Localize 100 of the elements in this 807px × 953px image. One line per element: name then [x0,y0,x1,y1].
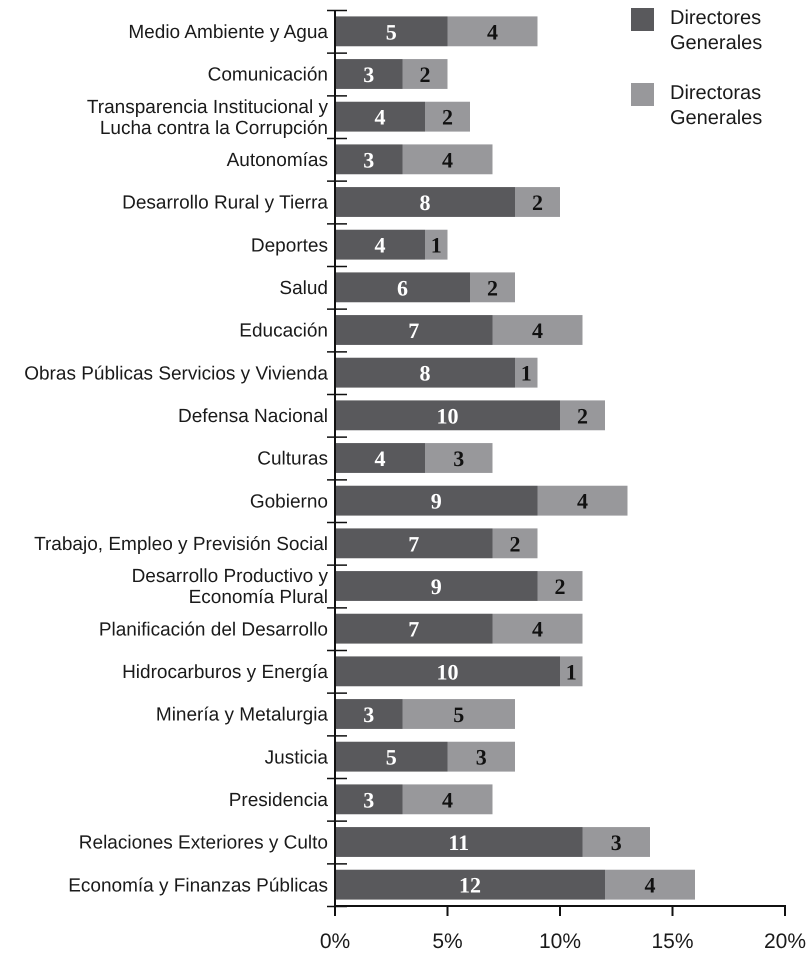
data-label: 10 [436,659,458,684]
data-label: 11 [448,830,470,855]
bar [402,699,515,729]
bar [335,230,425,260]
y-tick-label: Transparencia Institucional y Lucha contra la Corrupción [86,96,328,139]
data-label: 7 [408,531,420,556]
bar [560,400,605,430]
bar [335,443,425,473]
data-label: 4 [374,446,386,471]
data-label: 2 [554,574,566,599]
data-label: 4 [532,318,543,343]
y-tick-label: Educación [239,320,328,342]
bar [425,230,448,260]
data-label: 3 [476,744,487,770]
data-label: 3 [363,702,374,727]
bar [335,699,402,729]
bar [335,486,538,516]
bar [492,315,582,345]
data-label: 2 [420,62,430,87]
bar [515,187,560,217]
data-label: 10 [436,403,458,428]
data-label: 1 [520,360,532,386]
bar [538,486,628,516]
data-label: 2 [442,104,453,130]
data-label: 4 [487,19,498,44]
bar [335,870,605,900]
bar [335,272,470,302]
bar [402,144,492,174]
bar [335,827,582,857]
bar [335,59,402,89]
data-label: 5 [453,702,464,727]
y-tick-label: Obras Públicas Servicios y Vivienda [24,363,328,384]
data-label: 2 [510,531,520,556]
data-label: 4 [374,232,386,258]
bar [335,614,492,644]
data-label: 1 [566,659,577,684]
bar [335,784,402,814]
data-label: 9 [430,574,442,599]
data-label: 2 [487,275,498,300]
bar [492,614,582,644]
data-label: 6 [397,275,408,300]
x-tick-label: 5% [432,930,463,953]
y-tick-label: Autonomías [226,150,328,171]
x-tick-label: 10% [538,930,582,953]
bar [605,870,695,900]
bar [335,144,402,174]
y-tick-label: Defensa Nacional [178,406,328,427]
data-label: 12 [459,872,481,898]
bar [515,358,538,388]
data-label: 7 [408,616,420,642]
data-label: 3 [453,446,464,471]
bar [470,272,515,302]
data-label: 5 [386,744,397,770]
bar [335,16,448,46]
data-label: 2 [532,190,543,215]
bar [492,528,538,558]
y-tick-label: Planificación del Desarrollo [98,619,328,640]
y-tick-label: Trabajo, Empleo y Previsión Social [34,534,328,555]
bar [335,528,492,558]
bar [402,59,448,89]
y-tick-label: Economía y Finanzas Públicas [68,875,328,896]
bar [582,827,650,857]
bar [335,102,425,132]
y-tick-label: Culturas [257,448,328,470]
y-tick-label: Presidencia [228,790,328,811]
legend-label: Directores Generales [670,7,762,54]
y-tick-label: Relaciones Exteriores y Culto [78,832,328,854]
y-tick-label: Justicia [264,747,328,768]
data-label: 4 [442,787,453,812]
data-label: 5 [386,19,397,44]
data-label: 4 [577,488,588,514]
y-tick-label: Deportes [250,235,328,256]
bar [560,656,582,686]
bar [335,315,492,345]
data-label: 1 [430,232,442,258]
bar [538,571,582,601]
bar [402,784,492,814]
bar [335,187,515,217]
y-tick-label: Hidrocarburos y Energía [122,662,328,683]
data-label: 3 [363,147,374,172]
y-tick-label: Comunicación [208,64,328,86]
data-label: 4 [644,872,656,898]
data-label: 8 [420,190,430,215]
bar [425,102,470,132]
bar [335,742,448,772]
data-label: 4 [442,147,453,172]
x-tick-label: 20% [764,930,806,953]
data-label: 3 [363,62,374,87]
data-label: 9 [430,488,442,514]
data-label: 2 [577,403,588,428]
y-tick-label: Desarrollo Productivo y Economía Plural [132,566,328,608]
data-label: 4 [374,104,386,130]
y-tick-label: Salud [279,278,328,299]
data-label: 3 [610,830,622,855]
bar [335,571,538,601]
data-label: 7 [408,318,420,343]
bar [448,742,515,772]
y-tick-label: Gobierno [250,491,328,512]
bar [425,443,492,473]
bar [335,358,515,388]
